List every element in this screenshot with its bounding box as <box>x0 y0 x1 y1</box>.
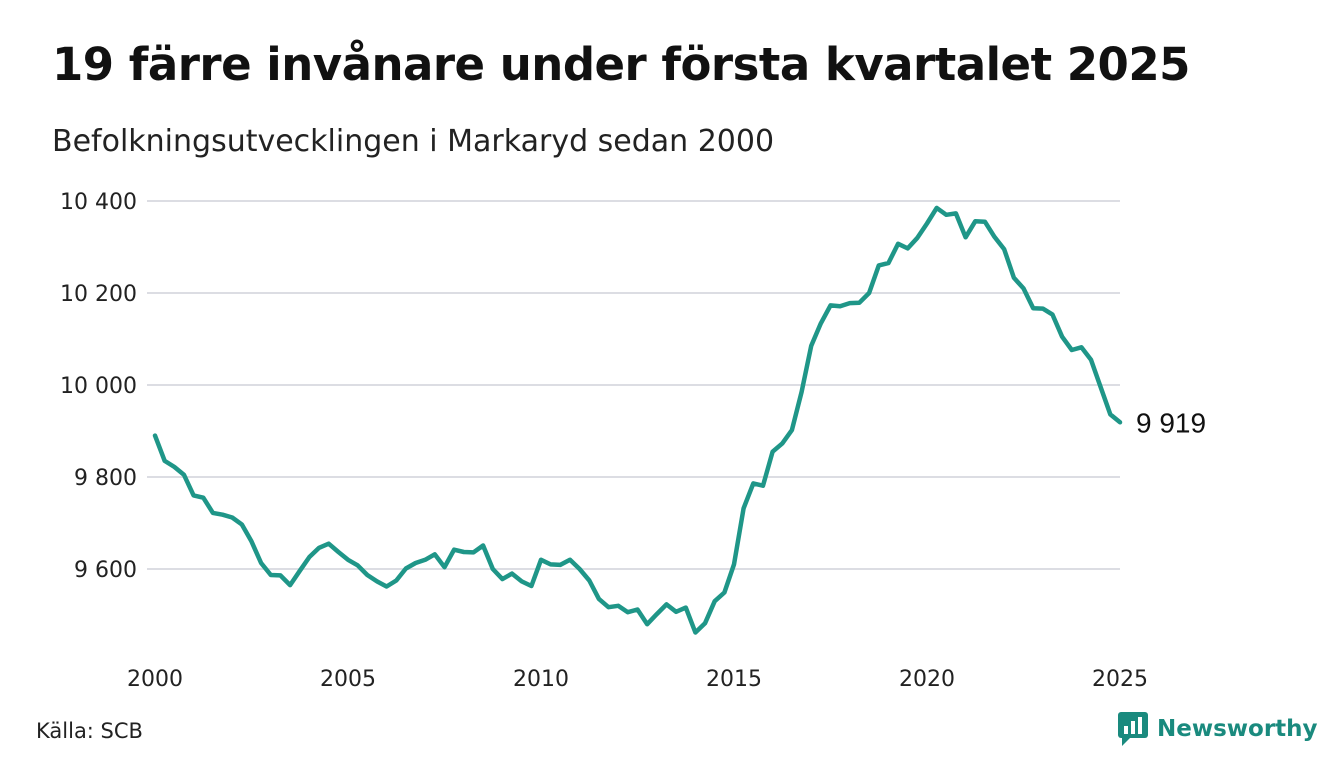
series-line <box>152 205 1123 635</box>
x-tick-label: 2000 <box>127 667 183 692</box>
x-tick-label: 2015 <box>706 667 762 692</box>
chart-subtitle: Befolkningsutvecklingen i Markaryd sedan… <box>52 124 775 159</box>
newsworthy-logo-icon <box>1118 712 1148 746</box>
y-tick-label: 10 000 <box>60 374 137 399</box>
gridlines <box>147 200 1120 570</box>
y-tick-label: 9 600 <box>74 558 137 583</box>
brand-logo[interactable]: Newsworthy <box>1118 712 1318 746</box>
x-tick-label: 2020 <box>899 667 955 692</box>
y-tick-label: 10 200 <box>60 282 137 307</box>
chart-title: 19 färre invånare under första kvartalet… <box>52 38 1191 91</box>
source-note: Källa: SCB <box>36 719 143 743</box>
end-value-label: 9 919 <box>1136 407 1206 438</box>
y-axis-tick-labels: 9 600 9 800 10 000 10 200 10 400 <box>60 190 137 583</box>
series-line-group <box>152 205 1123 635</box>
y-tick-label: 9 800 <box>74 466 137 491</box>
end-label-group: 9 919 <box>1136 407 1206 438</box>
x-axis-tick-labels: 2000 2005 2010 2015 2020 2025 <box>127 667 1148 692</box>
x-tick-label: 2025 <box>1092 667 1148 692</box>
x-tick-label: 2005 <box>320 667 376 692</box>
y-tick-label: 10 400 <box>60 190 137 215</box>
x-tick-label: 2010 <box>513 667 569 692</box>
brand-name: Newsworthy <box>1157 716 1318 742</box>
